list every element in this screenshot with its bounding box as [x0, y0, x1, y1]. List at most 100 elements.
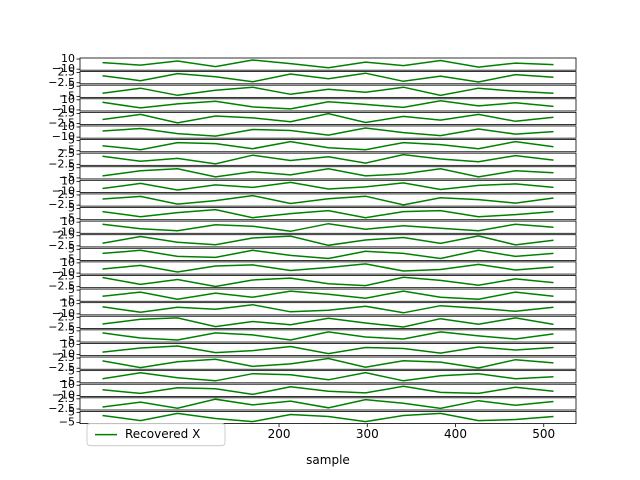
y-tick-label: −5 [59, 89, 75, 102]
y-tick-label: 5 [68, 134, 75, 147]
axes-frame [79, 370, 577, 384]
data-line [102, 86, 554, 97]
data-line [102, 127, 554, 137]
y-tick-label: 10 [61, 215, 75, 228]
y-tick-label: 10 [61, 93, 75, 106]
data-line [102, 194, 554, 206]
y-tick-label: −2.5 [48, 361, 75, 374]
y-tick-label: 5 [68, 324, 75, 337]
axes-frame [79, 193, 577, 207]
y-tick-label: 5 [68, 161, 75, 174]
y-tick-label: 2.5 [58, 188, 76, 201]
y-tick-label: 2.5 [58, 269, 76, 282]
axes-frame [79, 234, 577, 248]
data-line [102, 317, 554, 328]
axes-frame [79, 315, 577, 329]
axes-frame [79, 125, 577, 139]
axes-frame [79, 84, 577, 98]
y-tick-label: −10 [52, 185, 75, 198]
y-tick-label: −2.5 [48, 76, 75, 89]
data-line [102, 222, 554, 233]
x-tick-label: 300 [356, 427, 379, 441]
axes-frame [79, 166, 577, 180]
y-tick-label: −10 [52, 130, 75, 143]
axes-frame [79, 220, 577, 234]
y-tick-label: 5 [68, 405, 75, 418]
y-tick-label: 10 [61, 174, 75, 187]
data-line [102, 249, 554, 260]
axes-frame [79, 207, 577, 221]
y-tick-label: 2.5 [58, 351, 76, 364]
data-line [102, 357, 554, 369]
data-line [102, 276, 554, 288]
y-tick-label: 5 [68, 283, 75, 296]
axes-frame [79, 261, 577, 275]
y-tick-label: −10 [52, 103, 75, 116]
axes-frame [79, 302, 577, 316]
y-tick-label: 2.5 [58, 66, 76, 79]
axes-frame [79, 343, 577, 357]
y-tick-label: −5 [59, 252, 75, 265]
y-tick-label: 10 [61, 52, 75, 65]
data-line [102, 181, 554, 191]
y-tick-label: −10 [52, 225, 75, 238]
y-tick-label: 10 [61, 297, 75, 310]
x-tick-label: 200 [268, 427, 291, 441]
data-line [102, 412, 554, 423]
data-line [102, 153, 554, 165]
axes-frame [79, 411, 577, 425]
legend-box [86, 423, 226, 447]
axes-frame [79, 111, 577, 125]
y-tick-label: 2.5 [58, 229, 76, 242]
axes-frame [79, 397, 577, 411]
data-line [102, 331, 554, 341]
axes-frame [79, 275, 577, 289]
axes-frame [79, 288, 577, 302]
y-tick-label: −2.5 [48, 117, 75, 130]
x-tick-label: 500 [532, 427, 555, 441]
axes-frame [79, 57, 577, 71]
axes-frame [79, 247, 577, 261]
axes-frame [79, 356, 577, 370]
y-tick-label: 2.5 [58, 147, 76, 160]
y-tick-label: 5 [68, 242, 75, 255]
x-tick-label: 400 [444, 427, 467, 441]
y-tick-label: −2.5 [48, 280, 75, 293]
y-tick-label: −2.5 [48, 402, 75, 415]
y-tick-label: −10 [52, 62, 75, 75]
y-tick-label: −2.5 [48, 198, 75, 211]
y-tick-label: −2.5 [48, 157, 75, 170]
y-tick-label: −10 [52, 388, 75, 401]
y-tick-label: −5 [59, 144, 75, 157]
y-tick-label: −5 [59, 416, 75, 429]
data-line [102, 168, 554, 178]
data-line [102, 290, 554, 300]
data-line [102, 140, 554, 151]
data-line [102, 385, 554, 396]
y-tick-label: 5 [68, 202, 75, 215]
y-tick-label: −10 [52, 348, 75, 361]
y-tick-label: −5 [59, 171, 75, 184]
y-tick-label: 10 [61, 256, 75, 269]
y-tick-label: 10 [61, 337, 75, 350]
axes-frame [79, 179, 577, 193]
data-line [102, 235, 554, 247]
y-tick-label: 2.5 [58, 310, 76, 323]
y-tick-label: 2.5 [58, 106, 76, 119]
data-line [102, 371, 554, 382]
y-tick-label: −10 [52, 307, 75, 320]
data-line [102, 263, 554, 273]
y-tick-label: −10 [52, 266, 75, 279]
legend-label: Recovered X [125, 427, 200, 441]
y-tick-label: 10 [61, 378, 75, 391]
data-line [102, 59, 554, 69]
data-line [102, 72, 554, 83]
y-tick-label: 5 [68, 365, 75, 378]
y-tick-label: 5 [68, 79, 75, 92]
axes-frame [79, 329, 577, 343]
data-line [102, 345, 554, 355]
data-line [102, 208, 554, 219]
axes-frame [79, 383, 577, 397]
